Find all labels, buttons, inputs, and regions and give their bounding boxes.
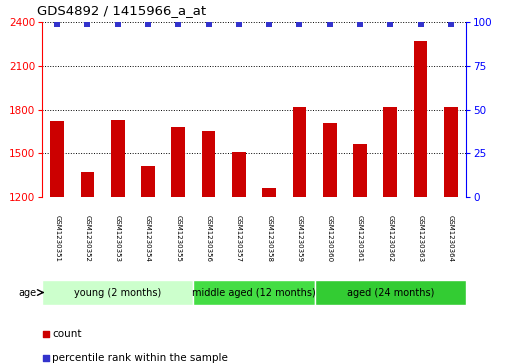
Bar [262,188,276,197]
Text: GSM1230358: GSM1230358 [266,215,272,262]
Text: count: count [52,329,82,339]
Text: GDS4892 / 1415966_a_at: GDS4892 / 1415966_a_at [37,4,206,17]
Point [114,21,122,26]
Text: GSM1230364: GSM1230364 [448,215,454,262]
Text: GSM1230360: GSM1230360 [327,215,333,262]
Text: percentile rank within the sample: percentile rank within the sample [52,352,228,363]
Text: GSM1230361: GSM1230361 [357,215,363,262]
Text: young (2 months): young (2 months) [74,287,162,298]
Bar [172,127,185,197]
Bar [50,121,64,197]
Point [235,21,243,26]
Point [174,21,182,26]
Text: GSM1230362: GSM1230362 [387,215,393,262]
Text: GSM1230359: GSM1230359 [297,215,302,262]
Text: GSM1230354: GSM1230354 [145,215,151,262]
Bar [141,166,155,197]
Bar [111,120,124,197]
Point [83,21,91,26]
Text: GSM1230352: GSM1230352 [84,215,90,262]
Bar [314,280,466,305]
Bar [202,131,215,197]
Text: GSM1230363: GSM1230363 [418,215,424,262]
Text: GSM1230357: GSM1230357 [236,215,242,262]
Point [53,21,61,26]
Point [326,21,334,26]
Point [144,21,152,26]
Point [356,21,364,26]
Point [265,21,273,26]
Point [205,21,213,26]
Bar [232,152,246,197]
Text: age: age [19,287,37,298]
Text: middle aged (12 months): middle aged (12 months) [192,287,316,298]
Text: GSM1230356: GSM1230356 [206,215,211,262]
Text: aged (24 months): aged (24 months) [346,287,434,298]
Bar [444,107,458,197]
Point [417,21,425,26]
Bar [414,41,427,197]
Bar [323,123,336,197]
Bar [42,280,194,305]
Bar [293,107,306,197]
Bar [353,144,367,197]
Text: GSM1230353: GSM1230353 [115,215,121,262]
Bar [81,172,94,197]
Bar [384,107,397,197]
Point [295,21,303,26]
Point [386,21,394,26]
Bar [194,280,314,305]
Text: GSM1230355: GSM1230355 [175,215,181,262]
Text: GSM1230351: GSM1230351 [54,215,60,262]
Point [447,21,455,26]
